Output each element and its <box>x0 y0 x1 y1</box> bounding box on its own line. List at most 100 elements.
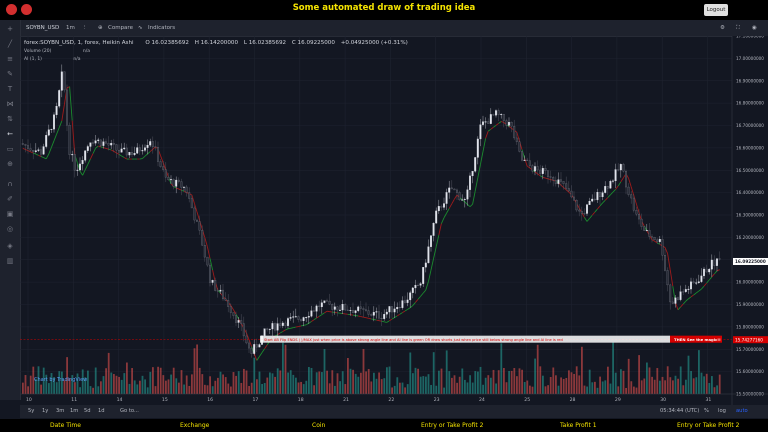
candle-body <box>159 161 162 167</box>
ai-line-segment <box>474 177 479 192</box>
candle-body <box>580 210 583 214</box>
candle-body <box>164 169 167 178</box>
compare-button[interactable]: Compare <box>108 25 133 31</box>
crosshair-icon[interactable]: + <box>7 25 13 33</box>
ai-line-segment <box>539 175 544 178</box>
eye-icon[interactable]: ◎ <box>6 225 14 233</box>
candle-body <box>333 306 336 310</box>
candle-body <box>53 114 55 130</box>
ai-line-segment <box>703 282 707 287</box>
ai-line <box>22 86 720 361</box>
price-chart[interactable]: Start AB Flip ENDS ( )/MAX just when pri… <box>20 36 768 405</box>
volume-bar <box>523 382 526 394</box>
layers-icon[interactable]: ◈ <box>7 242 13 250</box>
volume-bar <box>214 380 217 394</box>
ai-value: n/a <box>73 57 81 62</box>
zoom-icon[interactable]: ⊕ <box>7 160 13 168</box>
brush-icon[interactable]: ✎ <box>7 70 13 78</box>
pencil-icon[interactable]: ✐ <box>7 195 13 203</box>
candle-body <box>552 177 555 181</box>
candle-body <box>560 179 562 182</box>
prediction-icon[interactable]: ⇅ <box>7 115 13 123</box>
volume-bar <box>352 369 354 394</box>
candle-body <box>419 283 422 286</box>
range-1d[interactable]: 1d <box>98 408 105 414</box>
tradingview-watermark[interactable]: Chart by TradingView <box>34 377 88 383</box>
logout-button[interactable]: Logout <box>704 4 728 16</box>
candle-body <box>492 114 495 116</box>
volume-bar <box>115 375 118 394</box>
candle-body <box>534 166 536 172</box>
candle-body <box>505 120 508 126</box>
ai-line-segment <box>464 201 468 205</box>
arrow-icon[interactable]: ← <box>7 130 13 138</box>
ai-line-segment <box>121 155 125 158</box>
candle-body <box>183 186 185 188</box>
volume-bar <box>196 344 198 394</box>
range-3m[interactable]: 3m <box>56 408 65 414</box>
candle-body <box>211 280 214 283</box>
percent-toggle[interactable]: % <box>704 408 709 414</box>
range-1y[interactable]: 1y <box>42 408 49 414</box>
volume-bar <box>360 372 362 394</box>
candle-body <box>331 304 334 310</box>
chart-type-icon[interactable]: ⫶ <box>84 25 86 31</box>
volume-bar <box>55 382 58 394</box>
range-5y[interactable]: 5y <box>28 408 35 414</box>
candle-body <box>471 171 474 177</box>
candle-body <box>625 171 627 188</box>
ai-line-segment <box>695 290 700 294</box>
camera-icon[interactable]: ◉ <box>752 25 757 31</box>
volume-bar <box>201 374 204 394</box>
ai-line-segment <box>87 158 91 165</box>
ai-line-segment <box>438 223 442 236</box>
log-toggle[interactable]: log <box>718 408 726 414</box>
volume-bar <box>672 380 674 394</box>
volume-bar <box>539 366 542 394</box>
candle-body <box>128 152 131 156</box>
price-tick-label: 16.70000000 <box>736 123 764 128</box>
price-axis-bg <box>732 36 768 405</box>
symbol-search[interactable]: SOYBN_USD <box>26 25 60 31</box>
auto-toggle[interactable]: auto <box>736 408 748 414</box>
magnet-icon[interactable]: ∩ <box>7 180 13 188</box>
price-tick-label: 17.10000000 <box>736 36 764 39</box>
range-bar: 5y 1y 3m 1m 5d 1d Go to... 05:34:44 (UTC… <box>20 405 768 418</box>
ruler-icon[interactable]: ▭ <box>6 145 14 153</box>
price-tick-label: 15.70000000 <box>736 347 764 352</box>
goto-button[interactable]: Go to... <box>120 408 139 414</box>
ai-line-segment <box>469 203 473 208</box>
volume-bar <box>711 376 713 394</box>
price-tick-label: 16.80000000 <box>736 101 764 106</box>
volume-bar <box>375 378 378 394</box>
ai-line-segment <box>277 332 281 335</box>
volume-bar <box>666 366 669 394</box>
menu-icon[interactable] <box>6 4 17 15</box>
lock-icon[interactable]: ▣ <box>6 210 14 218</box>
candle-body <box>666 270 669 286</box>
trend-line-icon[interactable]: ╱ <box>7 40 13 48</box>
range-1m[interactable]: 1m <box>70 408 79 414</box>
candle-body <box>177 179 180 182</box>
volume-bar <box>347 357 349 394</box>
volume-bar <box>487 375 490 394</box>
ai-line-segment <box>53 134 58 141</box>
candle-body <box>632 197 635 211</box>
volume-bar <box>120 379 123 394</box>
trash-icon[interactable]: ▥ <box>6 257 14 265</box>
fullscreen-icon[interactable]: ⛶ <box>736 25 740 31</box>
settings-icon[interactable] <box>21 4 32 15</box>
volume-bar <box>609 383 612 394</box>
range-5d[interactable]: 5d <box>84 408 91 414</box>
ai-line-segment <box>714 270 718 275</box>
ai-line-segment <box>664 247 669 254</box>
candle-body <box>703 268 705 277</box>
indicators-button[interactable]: Indicators <box>148 25 176 31</box>
text-icon[interactable]: T <box>7 85 13 93</box>
gear-icon[interactable]: ⚙ <box>720 25 725 31</box>
interval-selector[interactable]: 1m <box>66 25 75 31</box>
fib-icon[interactable]: ≡ <box>7 55 13 63</box>
volume-bar <box>92 387 94 394</box>
pattern-icon[interactable]: ⋈ <box>6 100 14 108</box>
ai-line-segment <box>82 169 86 176</box>
